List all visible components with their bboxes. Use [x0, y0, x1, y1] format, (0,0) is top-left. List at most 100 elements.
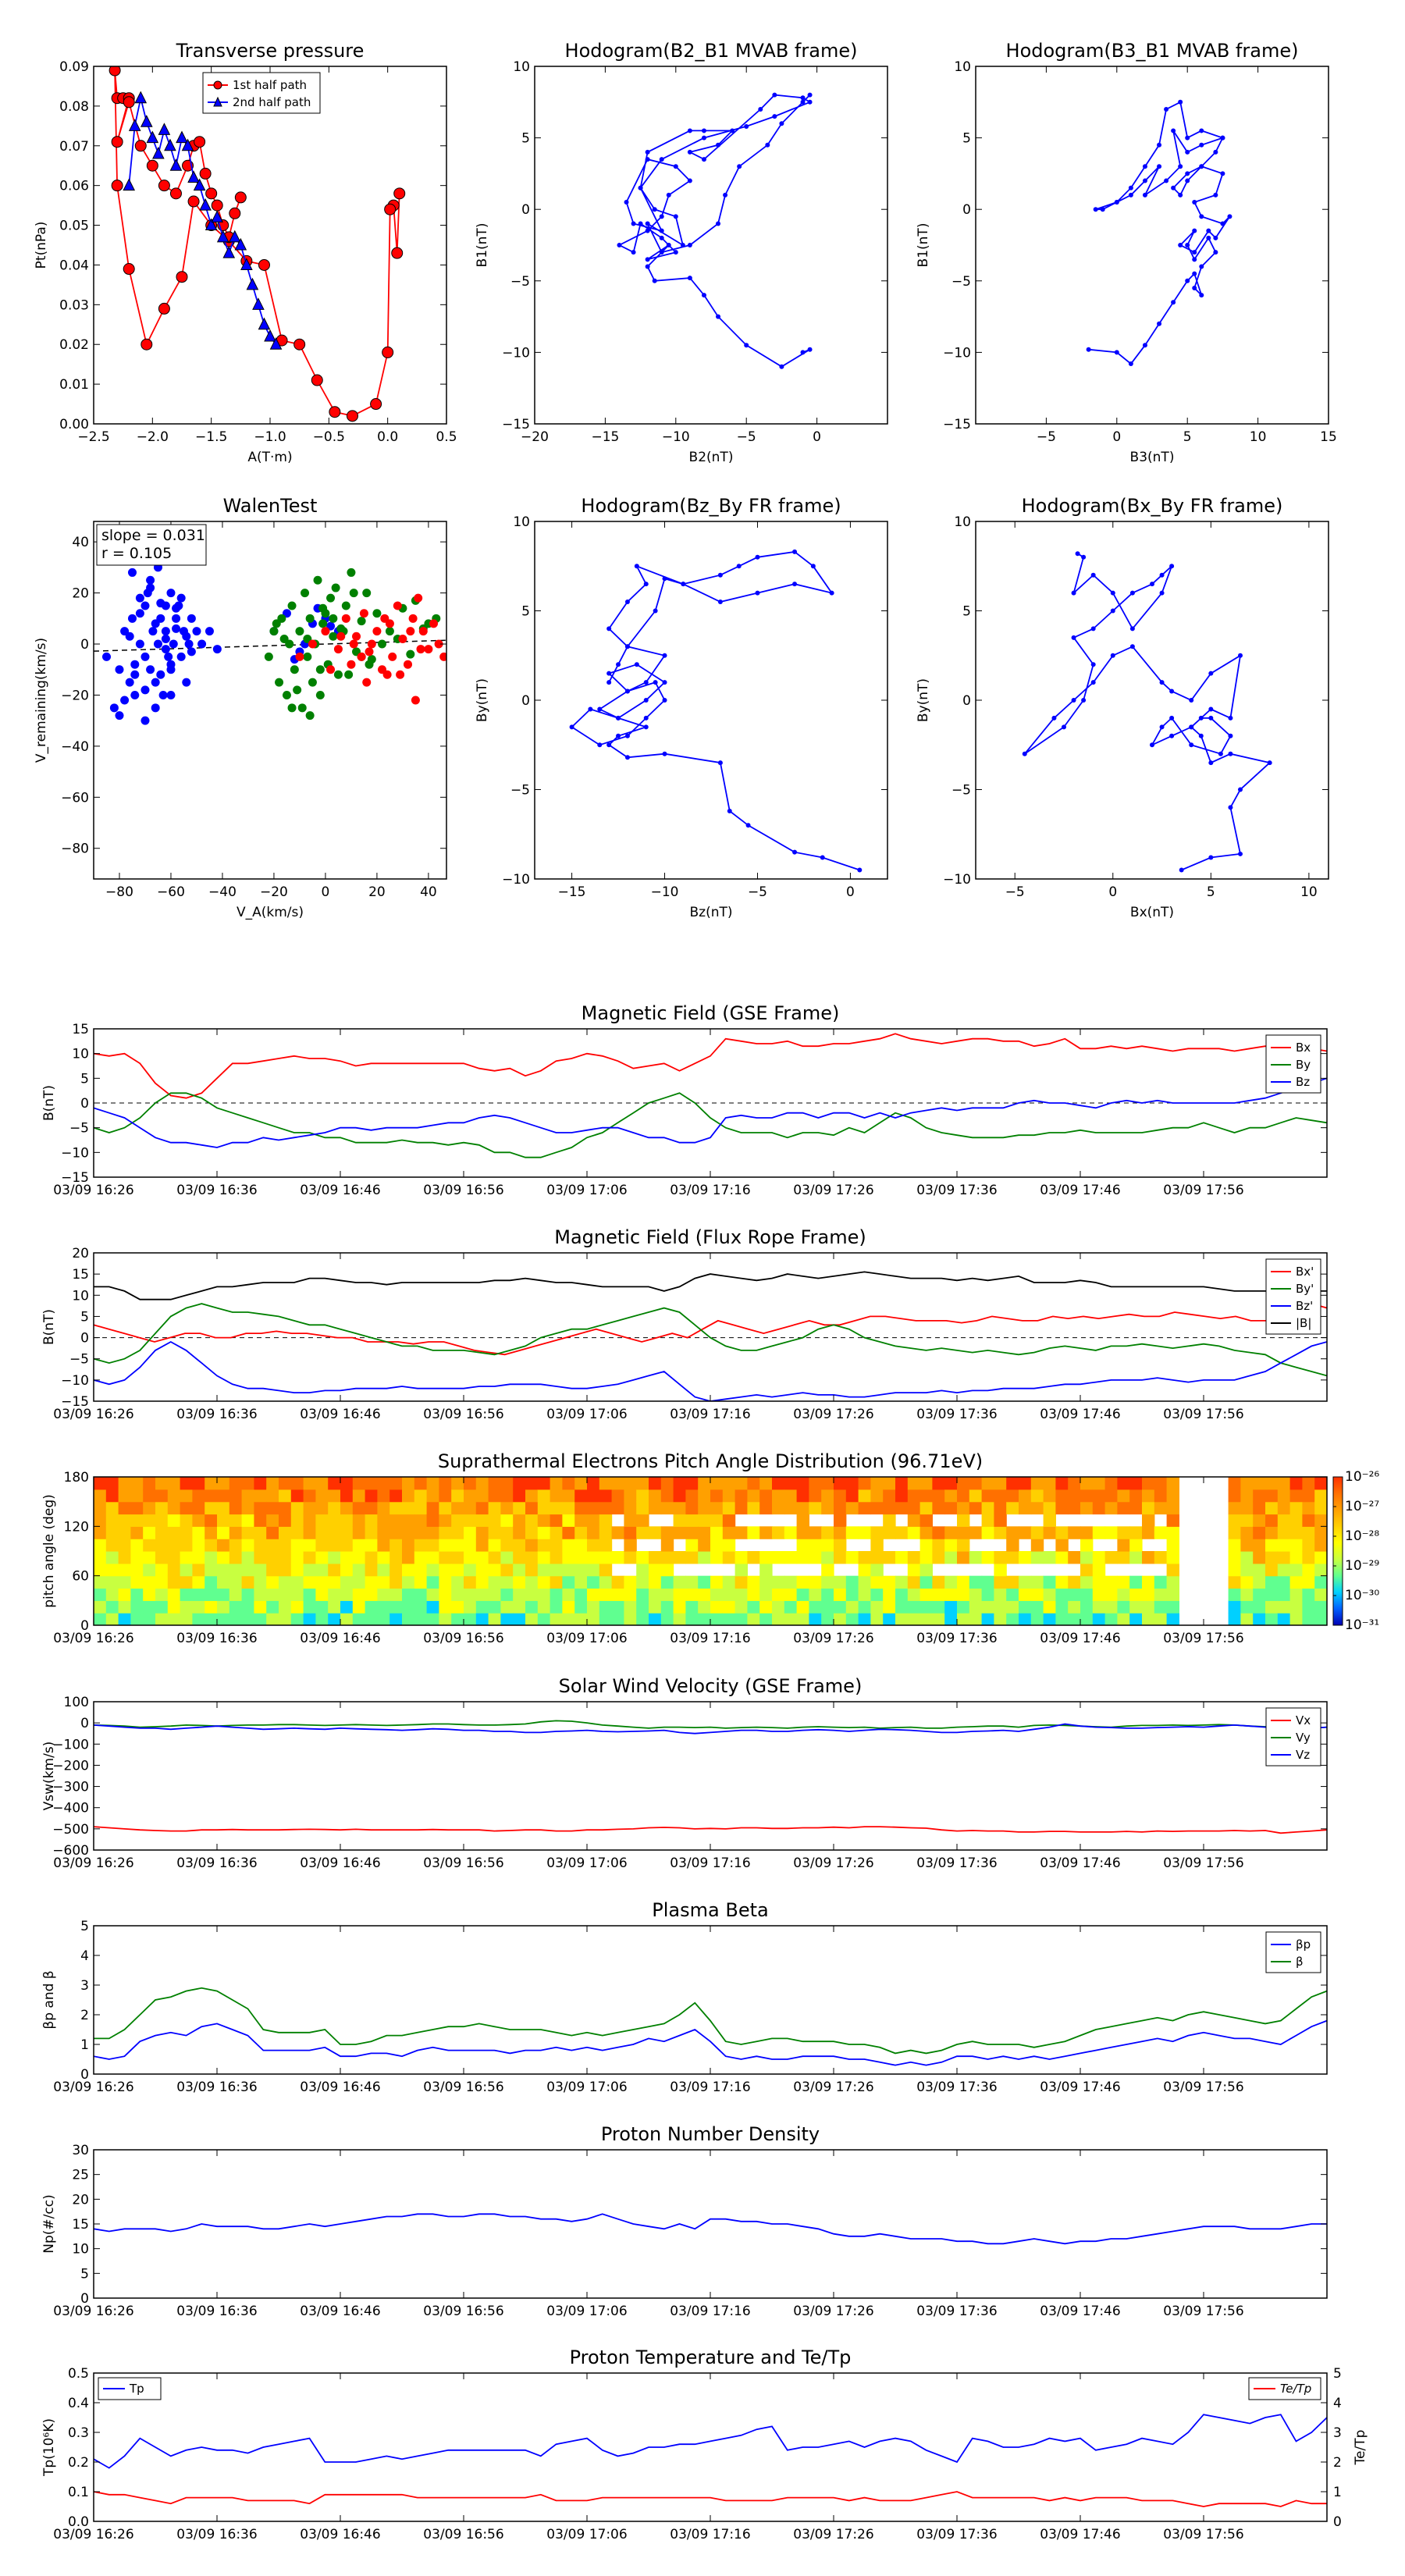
heatmap-cell [1080, 1613, 1094, 1625]
data-point [681, 582, 686, 587]
heatmap-cell [821, 1526, 834, 1539]
heatmap-cell [895, 1489, 909, 1503]
heatmap-cell [94, 1526, 107, 1539]
x-tick-label: 03/09 17:56 [1163, 1407, 1243, 1422]
heatmap-cell [94, 1588, 107, 1601]
heatmap-cell [192, 1600, 205, 1614]
heatmap-cell [167, 1514, 181, 1527]
heatmap-cell [1240, 1477, 1254, 1490]
heatmap-cell [821, 1563, 834, 1577]
heatmap-cell [402, 1539, 415, 1552]
x-tick-label: −2.5 [77, 429, 109, 445]
y-tick-label: −5 [510, 783, 530, 799]
heatmap-cell [747, 1613, 760, 1625]
heatmap-cell [217, 1575, 230, 1589]
data-point [158, 302, 170, 315]
heatmap-cell [1055, 1539, 1069, 1552]
hodogram-bz-by-chart: Hodogram(Bz_By FR frame)−15 −10 −5 0−10−505… [475, 495, 888, 920]
heatmap-cell [1154, 1526, 1168, 1539]
data-point [258, 258, 270, 271]
heatmap-cell [1142, 1588, 1155, 1601]
plot-area [569, 549, 863, 873]
x-tick-label: 03/09 16:36 [176, 2304, 257, 2319]
heatmap-cell [611, 1613, 624, 1625]
heatmap-cell [365, 1600, 378, 1614]
heatmap-cell [513, 1514, 526, 1527]
x-tick-label: 0 [846, 884, 855, 900]
heatmap-cell [241, 1575, 254, 1589]
heatmap-cell [1006, 1539, 1019, 1552]
data-point [643, 724, 649, 730]
x-tick-label: −1.0 [254, 429, 286, 445]
data-point [1228, 751, 1233, 756]
heatmap-cell [1228, 1588, 1241, 1601]
heatmap-cell [451, 1563, 464, 1577]
data-point [406, 649, 415, 659]
heatmap-cell [352, 1613, 366, 1625]
x-tick-label: 03/09 17:56 [1163, 2527, 1243, 2542]
heatmap-cell [537, 1588, 551, 1601]
y-tick-label: 5 [521, 131, 530, 147]
heatmap-cell [710, 1539, 724, 1552]
data-point [279, 634, 289, 643]
heatmap-cell [1265, 1501, 1279, 1515]
heatmap-cell [192, 1477, 205, 1490]
heatmap-cell [205, 1575, 218, 1589]
y-axis-label: βp and β [41, 1970, 57, 2029]
heatmap-cell [685, 1600, 699, 1614]
data-point [800, 95, 806, 101]
heatmap-cell [525, 1514, 539, 1527]
heatmap-cell [919, 1501, 933, 1515]
heatmap-cell [944, 1489, 958, 1503]
heatmap-cell [500, 1514, 514, 1527]
heatmap-cell [809, 1501, 822, 1515]
heatmap-cell [550, 1539, 563, 1552]
walen-test-chart: WalenTest−80 −60 −40 −20 0 20 40−80−60−40−2002… [34, 495, 447, 920]
plot-area [94, 2414, 1327, 2507]
heatmap-cell [290, 1514, 304, 1527]
data-point [418, 627, 428, 636]
data-point [199, 197, 212, 211]
heatmap-cell [895, 1588, 909, 1601]
heatmap-cell [858, 1477, 871, 1490]
heatmap-cell [784, 1501, 798, 1515]
heatmap-cell [451, 1501, 464, 1515]
x-axis-label: B2(nT) [689, 450, 734, 465]
heatmap-cell [957, 1501, 970, 1515]
data-point [701, 128, 706, 133]
heatmap-cell [328, 1514, 341, 1527]
y-axis-label: Vsw(km/s) [41, 1742, 57, 1811]
data-point [125, 678, 134, 687]
heatmap-cell [1142, 1477, 1155, 1490]
heatmap-cell [377, 1477, 390, 1490]
chart-title: WalenTest [223, 495, 318, 517]
heatmap-cell [118, 1613, 131, 1625]
heatmap-cell [932, 1575, 945, 1589]
heatmap-cell [685, 1514, 699, 1527]
heatmap-cell [919, 1489, 933, 1503]
heatmap-cell [537, 1551, 551, 1564]
heatmap-cell [537, 1489, 551, 1503]
heatmap-cell [944, 1588, 958, 1601]
heatmap-cell [389, 1526, 403, 1539]
heatmap-cell [649, 1489, 662, 1503]
heatmap-cell [130, 1551, 144, 1564]
heatmap-cell [722, 1489, 736, 1503]
magnetic-field-flux-rope-chart: Magnetic Field (Flux Rope Frame)03/09 16… [41, 1226, 1328, 1422]
heatmap-cell [488, 1600, 501, 1614]
heatmap-cell [340, 1600, 354, 1614]
heatmap-cell [1228, 1539, 1241, 1552]
data-point [1213, 235, 1218, 240]
y-tick-label: 0.1 [68, 2485, 89, 2500]
data-point [234, 237, 247, 251]
heatmap-cell [981, 1551, 994, 1564]
heatmap-cell [180, 1477, 193, 1490]
data-point [161, 627, 170, 636]
heatmap-cell [883, 1489, 896, 1503]
legend-label: 2nd half path [233, 95, 311, 109]
y-tick-label: 10 [954, 514, 971, 530]
heatmap-cell [1253, 1489, 1266, 1503]
data-point [127, 568, 137, 577]
heatmap-cell [772, 1613, 785, 1625]
